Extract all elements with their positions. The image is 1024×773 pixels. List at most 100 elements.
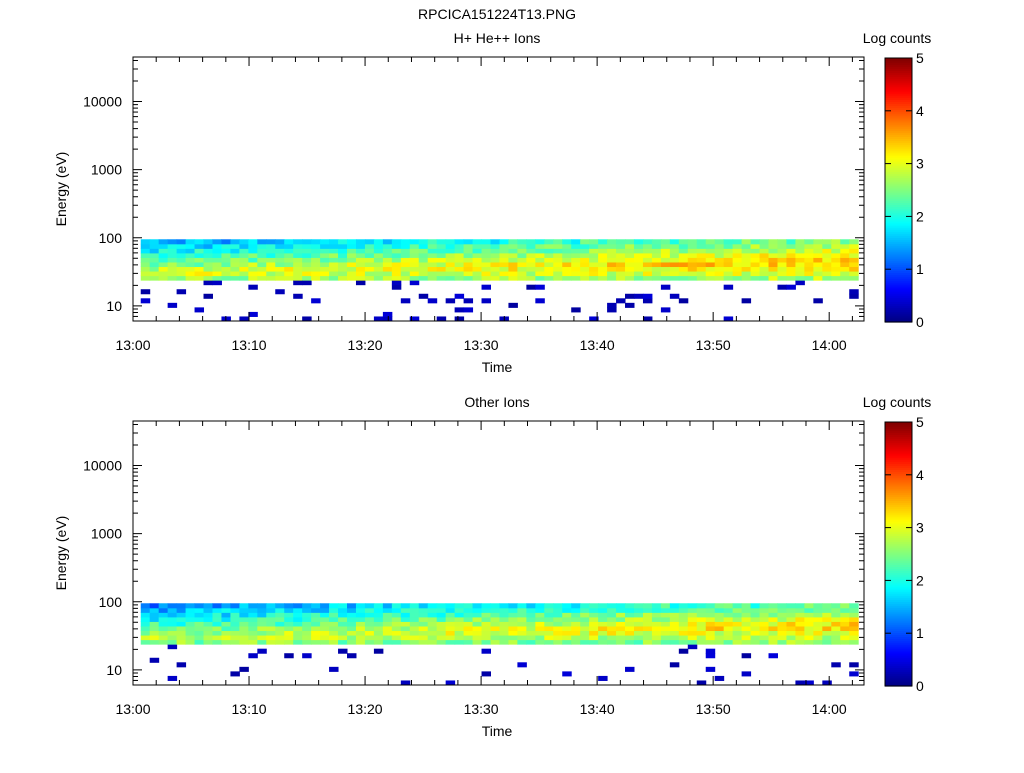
spectrogram-cell [329,666,339,672]
spectrogram-cell [813,635,823,641]
spectrogram-cell [427,248,438,254]
colorbar-swatch [885,214,912,218]
colorbar-swatch [885,584,912,588]
colorbar-swatch [885,605,912,609]
spectrogram-cell [338,630,348,636]
spectrogram-cell [849,239,859,245]
spectrogram-cell [526,603,536,609]
spectrogram-cell [553,252,563,258]
spectrogram-cell [311,266,321,272]
spectrogram-cell [347,257,357,263]
spectrogram-cell [813,630,823,636]
spectrogram-cell [418,639,429,645]
spectrogram-cell [651,275,662,281]
spectrogram-cell [185,275,196,281]
spectrogram-cell [831,248,841,254]
spectrogram-cell [840,252,850,258]
spectrogram-cell [436,607,447,613]
spectrogram-cell [454,257,465,263]
spectrogram-cell [248,252,258,258]
spectrogram-cell [840,630,850,636]
spectrogram-cell [203,625,213,632]
colorbar-swatch [885,646,912,650]
spectrogram-cell [642,316,653,322]
colorbar-swatch [885,461,912,464]
spectrogram-cell [750,257,761,263]
spectrogram-cell [562,630,572,636]
spectrogram-cell [499,635,509,641]
spectrogram-cell [571,257,581,263]
spectrogram-cell [732,271,743,277]
spectrogram-cell [266,275,276,281]
spectrogram-cell [750,635,761,641]
colorbar-swatch [885,446,912,450]
spectrogram-cell [831,239,841,245]
spectrogram-cell [338,639,348,645]
colorbar-swatch [885,669,912,673]
spectrogram-cell [831,257,841,263]
spectrogram-cell [804,625,814,632]
colorbar-swatch [885,549,912,553]
spectrogram-cell [275,603,285,609]
spectrogram-cell [526,625,536,632]
spectrogram-cell [777,639,787,645]
spectrogram-cell [750,243,761,249]
spectrogram-cell [400,257,411,263]
spectrogram-cell [687,257,698,263]
colorbar-swatch [885,107,912,111]
spectrogram-cell [347,271,357,277]
spectrogram-cell [544,635,554,641]
spectrogram-cell [508,612,518,618]
colorbar-swatch [885,144,912,148]
x-tick-label: 13:00 [115,337,150,353]
spectrogram-cell [302,612,312,618]
spectrogram-cell [535,261,545,268]
spectrogram-cell [400,680,411,686]
colorbar-swatch [885,498,912,501]
spectrogram-cell [795,280,805,286]
spectrogram-cell [481,625,491,632]
colorbar-swatch [885,266,912,269]
spectrogram-cell [347,252,357,258]
colorbar-swatch [885,632,912,636]
spectrogram-cell [589,316,599,322]
colorbar-tick-label: 3 [916,156,924,172]
spectrogram-cell [185,635,196,641]
spectrogram-cell [418,243,429,249]
spectrogram-cell [598,261,608,268]
spectrogram-cell [616,266,626,272]
spectrogram-cell [660,257,671,263]
spectrogram-cell [409,280,420,286]
spectrogram-cell [167,252,178,258]
spectrogram-cell [382,612,393,618]
spectrogram-cell [822,625,832,632]
spectrogram-cell [284,621,294,627]
colorbar-swatch [885,490,912,493]
spectrogram-cell [723,635,734,641]
colorbar-swatch [885,70,912,74]
spectrogram-cell [203,239,213,245]
colorbar-tick-label: 4 [916,467,924,483]
spectrogram-cell [275,252,285,258]
spectrogram-cell [840,275,850,281]
spectrogram-cell [320,612,330,618]
spectrogram-cell [768,653,778,659]
spectrogram-cell [355,639,366,645]
spectrogram-cell [795,607,805,613]
spectrogram-cell [418,248,429,254]
spectrogram-cell [373,261,384,268]
spectrogram-cell [329,603,339,609]
spectrogram-cell [849,275,859,281]
spectrogram-cell [149,261,160,268]
spectrogram-cell [373,252,384,258]
spectrogram-cell [705,639,716,645]
spectrogram-cell [167,266,178,272]
spectrogram-cell [741,635,752,641]
spectrogram-cell [320,248,330,254]
spectrogram-cell [562,616,572,622]
spectrogram-cell [508,603,518,609]
spectrogram-cell [759,248,770,254]
spectrogram-cell [759,603,770,609]
spectrogram-cell [158,625,169,632]
spectrogram-cell [625,625,635,632]
